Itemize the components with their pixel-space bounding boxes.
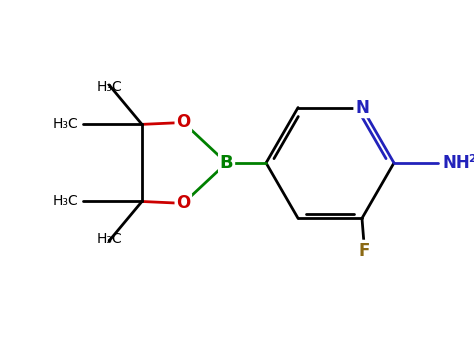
Text: NH: NH bbox=[443, 154, 471, 172]
Text: 2: 2 bbox=[468, 154, 474, 164]
Text: O: O bbox=[176, 114, 191, 131]
Text: N: N bbox=[355, 99, 369, 116]
Text: F: F bbox=[358, 242, 370, 260]
Text: O: O bbox=[176, 194, 191, 212]
Text: H₃C: H₃C bbox=[52, 118, 78, 131]
Text: H₃C: H₃C bbox=[96, 80, 122, 94]
Text: H₃C: H₃C bbox=[96, 232, 122, 246]
Text: H₃C: H₃C bbox=[52, 195, 78, 208]
Text: B: B bbox=[220, 154, 233, 172]
